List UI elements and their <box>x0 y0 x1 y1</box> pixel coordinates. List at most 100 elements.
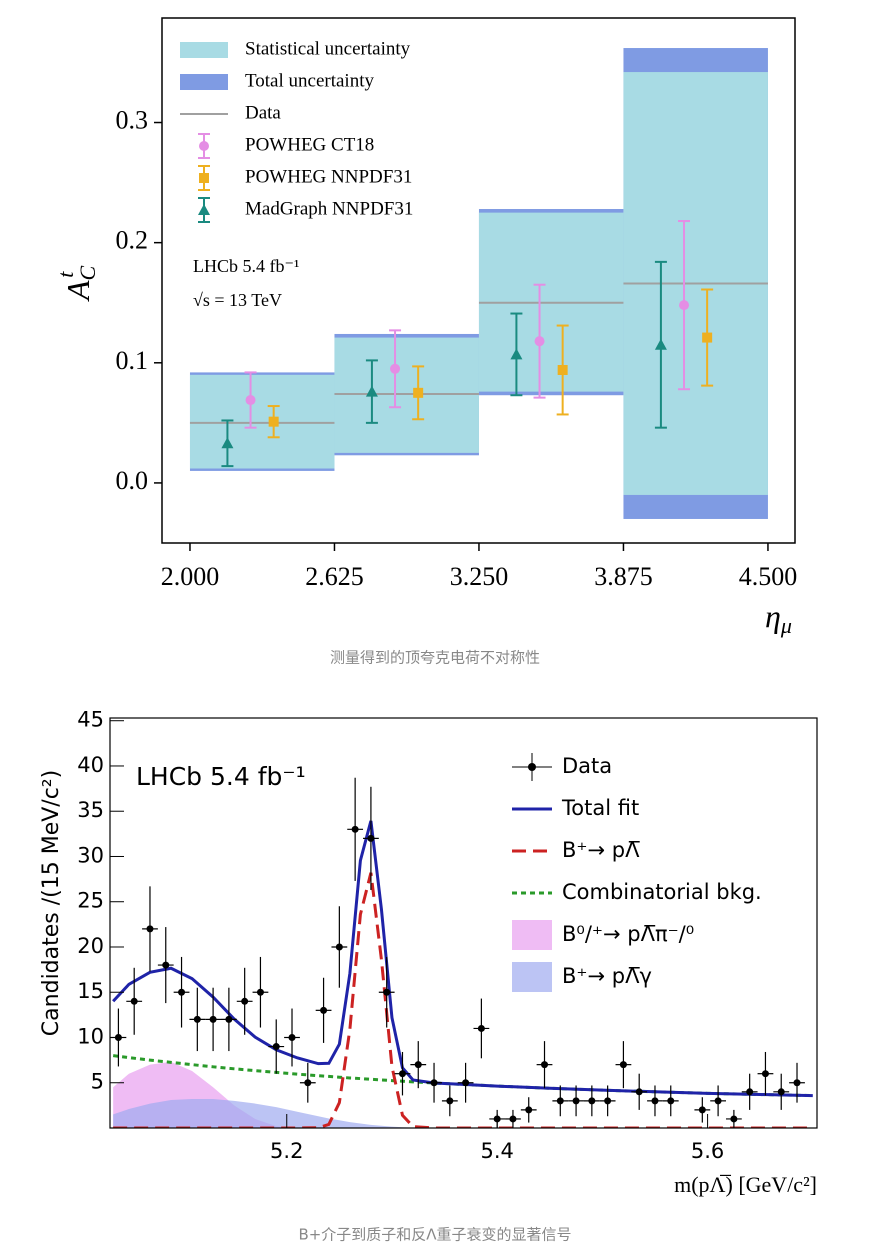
data-point <box>383 988 391 996</box>
chart-top: 2.000 2.625 3.250 3.875 4.500 0.0 0.1 0.2 0.3 ημ A… <box>53 17 798 638</box>
x-tick-label: 5.6 <box>691 1139 724 1163</box>
data-point <box>651 1097 659 1105</box>
marker <box>534 336 545 347</box>
data-point <box>604 1097 612 1105</box>
data-point <box>446 1097 454 1105</box>
legend-label: Data <box>562 754 612 778</box>
marker <box>679 300 690 311</box>
y-tick-label: 0.3 <box>116 105 149 134</box>
legend-label: Total uncertainty <box>245 70 374 91</box>
data-point <box>193 1015 201 1023</box>
legend-label: B⁺→ pΛ̅γ <box>562 964 652 988</box>
marker <box>390 363 401 374</box>
data-point <box>730 1115 738 1123</box>
data-point <box>430 1079 438 1087</box>
data-point <box>272 1043 280 1051</box>
y-tick-label: 45 <box>77 708 104 732</box>
legend-label: POWHEG NNPDF31 <box>245 166 412 187</box>
marker <box>268 416 279 427</box>
y-axis-label: Candidates /(15 MeV/c²) <box>39 770 64 1036</box>
data-point <box>619 1061 627 1069</box>
caption: B+介子到质子和反Λ重子衰变的显著信号 <box>298 1226 571 1244</box>
x-axis-label: ημ <box>765 598 792 638</box>
data-point <box>572 1097 580 1105</box>
marker <box>413 387 424 398</box>
x-label-subscript: μ <box>780 613 792 638</box>
plot-frame <box>109 717 818 1129</box>
x-label-symbol: η <box>765 598 781 634</box>
data-point <box>509 1115 517 1123</box>
data-point <box>588 1097 596 1105</box>
fit-curve <box>112 820 813 1098</box>
y-tick-label: 25 <box>77 889 104 913</box>
data-point <box>667 1097 675 1105</box>
y-tick-label: 20 <box>77 934 104 958</box>
x-tick-label: 5.2 <box>270 1139 303 1163</box>
data-point <box>146 925 154 933</box>
plot-area <box>110 777 813 1128</box>
y-tick-label: 0.0 <box>116 466 149 495</box>
legend-label: POWHEG CT18 <box>245 134 374 155</box>
data-point <box>414 1061 422 1069</box>
legend-label: B⁺→ pΛ̅ <box>562 838 640 862</box>
data-point <box>635 1088 643 1096</box>
y-tick-label: 0.1 <box>116 346 149 375</box>
data-point <box>398 1070 406 1078</box>
data-point <box>761 1070 769 1078</box>
x-tick-label: 4.500 <box>739 562 798 591</box>
data-point <box>777 1088 785 1096</box>
marker <box>199 173 209 183</box>
y-axis-label: ACt <box>53 265 100 302</box>
legend-label: B⁰/⁺→ pΛ̅π⁻/⁰ <box>562 922 694 946</box>
caption: 测量得到的顶夸克电荷不对称性 <box>330 649 540 667</box>
y-label-superscript: t <box>53 271 78 278</box>
marker <box>702 332 713 343</box>
data-point <box>241 997 249 1005</box>
data-point <box>367 834 375 842</box>
data-point <box>556 1097 564 1105</box>
legend-label: Combinatorial bkg. <box>562 880 762 904</box>
data-point <box>541 1061 549 1069</box>
data-point <box>225 1015 233 1023</box>
x-tick-label: 3.875 <box>594 562 653 591</box>
legend-label: Data <box>245 102 281 123</box>
legend-swatch <box>512 920 552 950</box>
data-point <box>256 988 264 996</box>
data-point <box>335 943 343 951</box>
data-point <box>304 1079 312 1087</box>
x-tick-label: 5.4 <box>480 1139 513 1163</box>
x-tick-label: 2.625 <box>305 562 364 591</box>
data-point <box>698 1106 706 1114</box>
data-point <box>130 997 138 1005</box>
annotation: LHCb 5.4 fb⁻¹ <box>193 256 299 276</box>
x-tick-label: 3.250 <box>450 562 509 591</box>
data-point <box>351 825 359 833</box>
fit-curve <box>112 1054 813 1098</box>
data-point <box>746 1088 754 1096</box>
chart-bottom: 5.2 5.4 5.6 5 10 15 20 25 30 35 40 45 m(pΛ̅) [GeV/c²… <box>39 708 818 1197</box>
data-point <box>714 1097 722 1105</box>
marker <box>199 141 209 151</box>
legend-swatch <box>180 42 228 58</box>
marker <box>557 365 568 376</box>
y-label-symbol: A <box>60 280 96 302</box>
data-point <box>525 1106 533 1114</box>
marker <box>510 348 523 360</box>
data-point <box>477 1024 485 1032</box>
y-tick-label: 30 <box>77 843 104 867</box>
x-tick-label: 2.000 <box>161 562 220 591</box>
fit-curve <box>113 872 813 1128</box>
annotation: LHCb 5.4 fb⁻¹ <box>136 762 306 791</box>
legend-swatch <box>180 74 228 90</box>
data-point <box>288 1033 296 1041</box>
y-tick-label: 40 <box>77 753 104 777</box>
y-tick-label: 15 <box>77 979 104 1003</box>
y-tick-label: 35 <box>77 798 104 822</box>
annotation: √s = 13 TeV <box>193 290 282 310</box>
legend-label: Statistical uncertainty <box>245 38 411 59</box>
marker <box>198 204 210 215</box>
data-point <box>793 1079 801 1087</box>
legend-label: Total fit <box>561 796 639 820</box>
